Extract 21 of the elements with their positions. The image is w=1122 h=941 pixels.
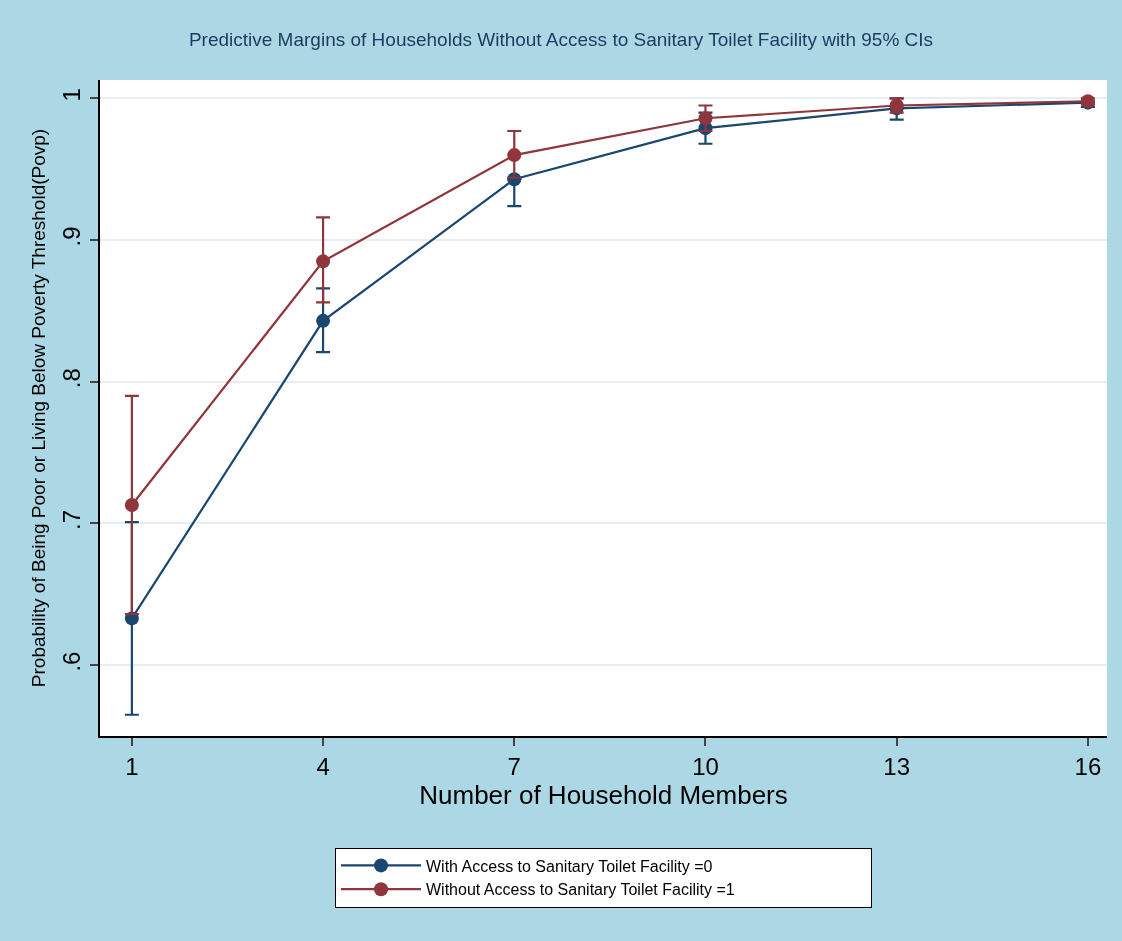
x-tick-label: 4	[316, 752, 330, 780]
legend-label: With Access to Sanitary Toilet Facility =0	[426, 857, 713, 875]
legend-label: Without Access to Sanitary Toilet Facility =1	[426, 881, 735, 899]
y-axis-title: Probability of Being Poor or Living Below Poverty Threshold(Povp)	[27, 128, 49, 688]
x-tick-label: 1	[125, 752, 139, 780]
y-tick-label: .8	[58, 368, 86, 389]
point	[507, 148, 522, 163]
x-tick-label: 13	[883, 752, 911, 780]
chart-title: Predictive Margins of Households Without Access to Sanitary Toilet Facility with 95% CIs	[188, 29, 934, 51]
point	[316, 313, 331, 328]
point	[698, 111, 713, 126]
point	[316, 254, 331, 269]
y-tick-label: .6	[58, 651, 86, 672]
point	[124, 498, 139, 513]
y-tick-label: .7	[58, 509, 86, 530]
y-tick-label: 1	[58, 88, 86, 102]
x-axis-title: Number of Household Members	[419, 779, 788, 810]
x-tick-label: 7	[507, 752, 521, 780]
y-tick-label: .9	[58, 226, 86, 247]
x-tick-label: 16	[1074, 752, 1102, 780]
x-tick-label: 10	[692, 752, 719, 780]
